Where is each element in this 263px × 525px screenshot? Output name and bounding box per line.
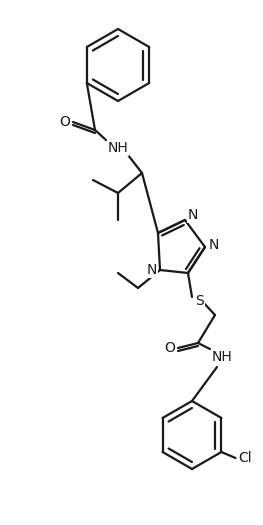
Text: Cl: Cl	[239, 451, 252, 465]
Text: O: O	[59, 115, 70, 129]
Text: N: N	[209, 238, 219, 252]
Text: O: O	[165, 341, 175, 355]
Text: S: S	[196, 294, 204, 308]
Text: NH: NH	[212, 350, 232, 364]
Text: NH: NH	[108, 141, 128, 155]
Text: N: N	[188, 208, 198, 222]
Text: N: N	[147, 263, 157, 277]
